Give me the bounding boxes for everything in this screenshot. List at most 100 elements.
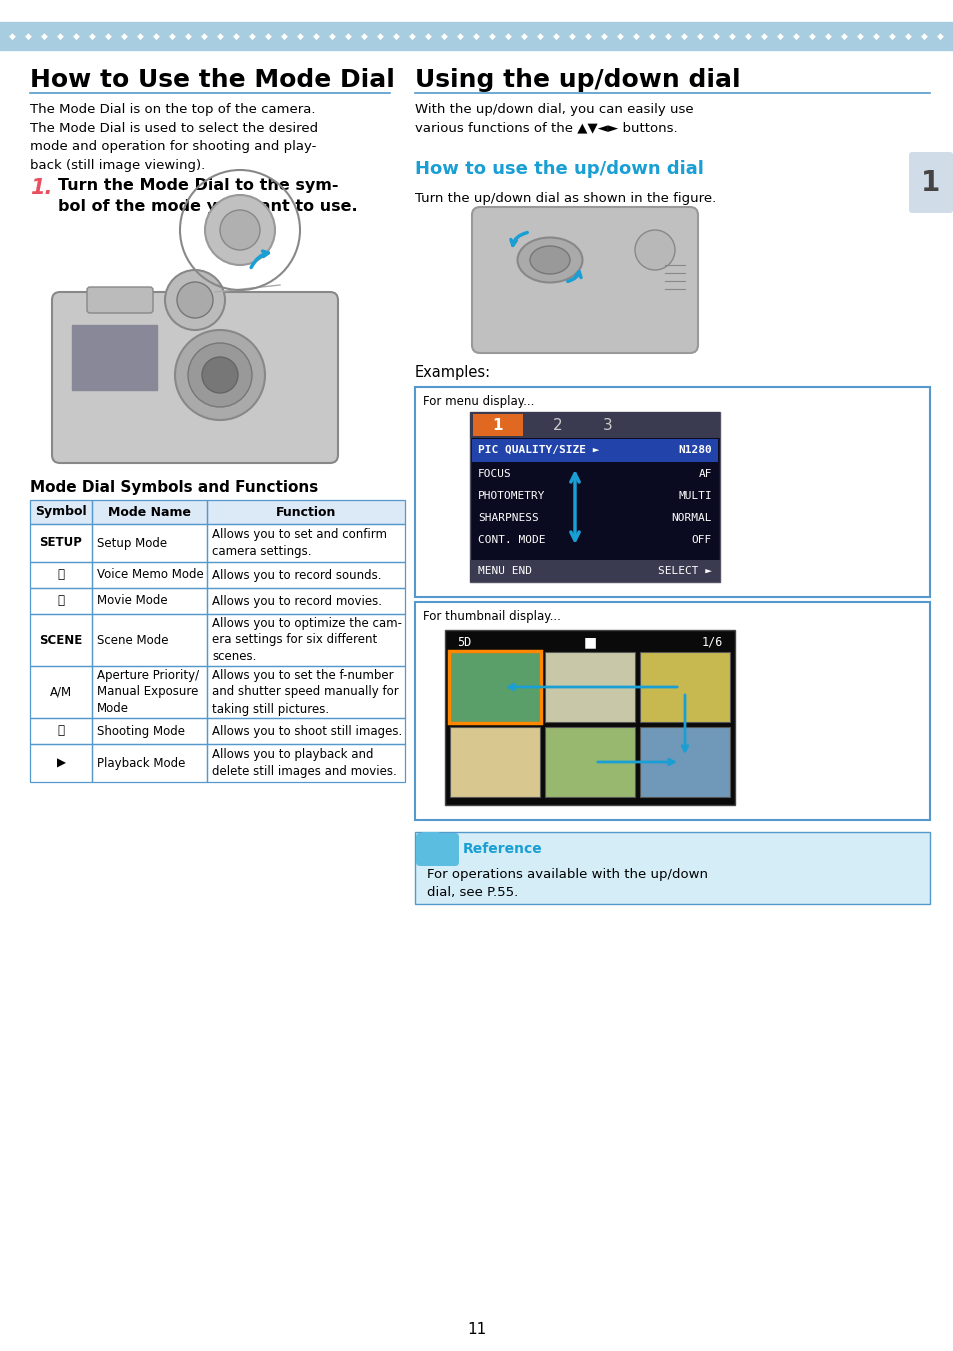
Text: 5D: 5D <box>456 635 471 648</box>
Text: Allows you to record movies.: Allows you to record movies. <box>212 594 381 608</box>
Text: 1/6: 1/6 <box>700 635 722 648</box>
Text: ■: ■ <box>583 635 596 648</box>
Ellipse shape <box>530 246 569 274</box>
Bar <box>30 562 91 588</box>
Text: N1280: N1280 <box>678 444 711 455</box>
Text: ◆: ◆ <box>169 31 175 41</box>
Bar <box>71 326 157 390</box>
Bar <box>544 653 635 721</box>
Bar <box>444 630 734 805</box>
Bar <box>207 588 405 613</box>
Bar <box>30 588 91 613</box>
FancyBboxPatch shape <box>416 834 458 866</box>
Text: Turn the up/down dial as shown in the figure.: Turn the up/down dial as shown in the fi… <box>415 192 716 205</box>
Text: ◆: ◆ <box>488 31 495 41</box>
Text: ◆: ◆ <box>105 31 112 41</box>
Text: How to Use the Mode Dial: How to Use the Mode Dial <box>30 68 395 92</box>
Text: Allows you to record sounds.: Allows you to record sounds. <box>212 569 381 581</box>
Text: ◆: ◆ <box>664 31 671 41</box>
Text: How to use the up/down dial: How to use the up/down dial <box>415 159 703 178</box>
Text: ◆: ◆ <box>872 31 879 41</box>
Bar <box>30 524 91 562</box>
Text: Shooting Mode: Shooting Mode <box>97 724 185 738</box>
Text: ◆: ◆ <box>89 31 95 41</box>
Text: Movie Mode: Movie Mode <box>97 594 168 608</box>
Text: 1.: 1. <box>30 178 52 199</box>
Bar <box>207 524 405 562</box>
Text: 🎙: 🎙 <box>57 569 65 581</box>
Text: Turn the Mode Dial to the sym-
bol of the mode you want to use.: Turn the Mode Dial to the sym- bol of th… <box>58 178 357 213</box>
Text: ◆: ◆ <box>776 31 782 41</box>
Circle shape <box>220 209 260 250</box>
Circle shape <box>202 357 237 393</box>
Text: ◆: ◆ <box>536 31 543 41</box>
FancyBboxPatch shape <box>420 832 439 846</box>
Bar <box>91 500 207 524</box>
Bar <box>544 727 635 797</box>
Text: Allows you to optimize the cam-
era settings for six different
scenes.: Allows you to optimize the cam- era sett… <box>212 616 401 663</box>
Text: ◆: ◆ <box>936 31 943 41</box>
Bar <box>30 666 91 717</box>
Bar <box>91 666 207 717</box>
Bar <box>91 588 207 613</box>
Text: PIC QUALITY/SIZE ►: PIC QUALITY/SIZE ► <box>477 444 598 455</box>
Text: ◆: ◆ <box>360 31 367 41</box>
Text: SETUP: SETUP <box>39 536 82 550</box>
Text: ◆: ◆ <box>887 31 895 41</box>
Bar <box>470 561 720 582</box>
Text: ◆: ◆ <box>903 31 910 41</box>
Bar <box>91 524 207 562</box>
Text: ◆: ◆ <box>679 31 687 41</box>
Text: ◆: ◆ <box>808 31 815 41</box>
Text: ◆: ◆ <box>136 31 143 41</box>
Bar <box>415 386 929 597</box>
Bar <box>207 613 405 666</box>
Bar <box>30 500 91 524</box>
Text: ◆: ◆ <box>25 31 31 41</box>
Text: ◆: ◆ <box>552 31 558 41</box>
FancyBboxPatch shape <box>472 207 698 353</box>
Text: Allows you to set and confirm
camera settings.: Allows you to set and confirm camera set… <box>212 528 387 558</box>
Text: ◆: ◆ <box>184 31 192 41</box>
Bar <box>30 744 91 782</box>
Text: Voice Memo Mode: Voice Memo Mode <box>97 569 204 581</box>
Text: Mode Dial Symbols and Functions: Mode Dial Symbols and Functions <box>30 480 318 494</box>
Text: ◆: ◆ <box>280 31 287 41</box>
Text: ◆: ◆ <box>920 31 926 41</box>
Bar <box>30 717 91 744</box>
Text: ◆: ◆ <box>568 31 575 41</box>
Bar <box>449 651 540 723</box>
Text: AF: AF <box>698 469 711 480</box>
Text: Reference: Reference <box>462 842 542 857</box>
Bar <box>0 22 953 50</box>
Text: ◆: ◆ <box>216 31 223 41</box>
Text: ◆: ◆ <box>408 31 415 41</box>
Bar <box>450 727 539 797</box>
Text: ◆: ◆ <box>41 31 48 41</box>
Circle shape <box>165 270 225 330</box>
Text: MENU END: MENU END <box>477 566 532 576</box>
FancyBboxPatch shape <box>52 292 337 463</box>
Text: ◆: ◆ <box>584 31 591 41</box>
Text: For operations available with the up/down
dial, see P.55.: For operations available with the up/dow… <box>427 867 707 898</box>
Text: ◆: ◆ <box>712 31 719 41</box>
Bar <box>207 744 405 782</box>
FancyBboxPatch shape <box>87 286 152 313</box>
Circle shape <box>174 330 265 420</box>
Bar <box>472 439 718 462</box>
Text: ◆: ◆ <box>440 31 447 41</box>
Text: ◆: ◆ <box>600 31 607 41</box>
Bar <box>91 744 207 782</box>
Text: ◆: ◆ <box>616 31 622 41</box>
Text: ◆: ◆ <box>392 31 399 41</box>
Text: ▶: ▶ <box>56 757 66 770</box>
Bar <box>639 653 729 721</box>
Bar <box>473 413 522 436</box>
Text: FOCUS: FOCUS <box>477 469 511 480</box>
Text: Allows you to set the f-number
and shutter speed manually for
taking still pictu: Allows you to set the f-number and shutt… <box>212 669 398 716</box>
Text: NORMAL: NORMAL <box>671 513 711 523</box>
Text: ◆: ◆ <box>233 31 239 41</box>
Text: 2: 2 <box>553 417 562 432</box>
Text: ◆: ◆ <box>760 31 766 41</box>
Text: ◆: ◆ <box>696 31 702 41</box>
